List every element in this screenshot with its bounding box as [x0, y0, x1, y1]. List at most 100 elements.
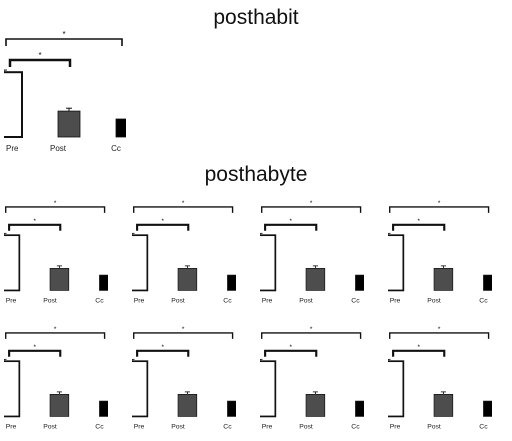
- x-tick-label: Pre: [134, 297, 145, 304]
- significance-bracket: [133, 332, 234, 339]
- significance-bracket: [8, 58, 72, 67]
- x-tick-label: Pre: [6, 144, 19, 153]
- significance-bracket: [8, 349, 62, 357]
- x-tick-label: Pre: [6, 297, 17, 304]
- significance-star: *: [54, 200, 57, 207]
- x-tick-label: Cc: [351, 297, 360, 304]
- x-tick-label: Pre: [390, 297, 401, 304]
- chart-panel: * * Pre Post Cc: [260, 200, 364, 304]
- chart-panel: * * Pre Post Cc: [4, 30, 126, 153]
- x-tick-label: Pre: [134, 423, 145, 430]
- significance-star: *: [33, 218, 36, 225]
- significance-star: *: [182, 200, 185, 207]
- x-tick-label: Cc: [95, 423, 104, 430]
- significance-star: *: [182, 326, 185, 333]
- bar: [132, 360, 149, 418]
- significance-bracket: [5, 332, 106, 339]
- significance-star: *: [33, 344, 36, 351]
- significance-bracket: [389, 206, 490, 213]
- significance-bracket: [5, 206, 106, 213]
- chart-panel: * * Pre Post Cc: [132, 326, 236, 430]
- bar: [388, 234, 405, 292]
- x-tick-label: Post: [427, 297, 441, 304]
- bar: [305, 267, 326, 291]
- bar: [4, 71, 23, 139]
- significance-star: *: [54, 326, 57, 333]
- significance-star: *: [310, 200, 313, 207]
- significance-bracket: [136, 349, 190, 357]
- bar: [483, 400, 492, 417]
- significance-bracket: [389, 332, 490, 339]
- x-tick-label: Post: [427, 423, 441, 430]
- x-tick-label: Cc: [95, 297, 104, 304]
- chart-panel: * * Pre Post Cc: [132, 200, 236, 304]
- significance-star: *: [417, 218, 420, 225]
- bar: [483, 274, 492, 291]
- x-tick-label: Post: [43, 297, 57, 304]
- significance-bracket: [264, 223, 318, 231]
- bar: [388, 360, 405, 418]
- bar: [177, 267, 198, 291]
- x-tick-label: Post: [299, 423, 313, 430]
- bar: [433, 393, 454, 417]
- x-tick-label: Cc: [223, 423, 232, 430]
- significance-star: *: [417, 344, 420, 351]
- bar: [227, 274, 236, 291]
- bar: [355, 274, 364, 291]
- bar: [99, 400, 108, 417]
- x-tick-label: Post: [171, 297, 185, 304]
- bar: [227, 400, 236, 417]
- bar: [4, 234, 21, 292]
- chart-panel: * * Pre Post Cc: [388, 326, 492, 430]
- significance-star: *: [161, 344, 164, 351]
- significance-bracket: [392, 349, 446, 357]
- x-tick-label: Post: [171, 423, 185, 430]
- bar: [305, 393, 326, 417]
- x-tick-label: Cc: [223, 297, 232, 304]
- bar: [57, 110, 81, 138]
- significance-bracket: [392, 223, 446, 231]
- significance-star: *: [289, 218, 292, 225]
- x-tick-label: Pre: [262, 423, 273, 430]
- chart-title-posthabyte: posthabyte: [204, 163, 308, 186]
- bar: [49, 393, 70, 417]
- x-tick-label: Pre: [390, 423, 401, 430]
- bar: [433, 267, 454, 291]
- x-tick-label: Cc: [351, 423, 360, 430]
- x-tick-label: Cc: [479, 297, 488, 304]
- x-tick-label: Cc: [479, 423, 488, 430]
- significance-bracket: [261, 332, 362, 339]
- bar: [355, 400, 364, 417]
- chart-panel: * * Pre Post Cc: [4, 200, 108, 304]
- bar: [177, 393, 198, 417]
- chart-panel: * * Pre Post Cc: [260, 326, 364, 430]
- significance-star: *: [438, 200, 441, 207]
- significance-bracket: [264, 349, 318, 357]
- significance-star: *: [310, 326, 313, 333]
- significance-bracket: [133, 206, 234, 213]
- x-tick-label: Pre: [6, 423, 17, 430]
- significance-bracket: [136, 223, 190, 231]
- bar: [115, 118, 126, 138]
- significance-star: *: [38, 51, 41, 60]
- significance-star: *: [62, 30, 65, 39]
- significance-star: *: [161, 218, 164, 225]
- bar: [99, 274, 108, 291]
- x-tick-label: Post: [50, 144, 67, 153]
- bar: [4, 360, 21, 418]
- chart-panel: * * Pre Post Cc: [4, 326, 108, 430]
- bar: [260, 234, 277, 292]
- x-tick-label: Post: [43, 423, 57, 430]
- chart-title-posthabit: posthabit: [213, 6, 299, 29]
- bar: [132, 234, 149, 292]
- significance-bracket: [261, 206, 362, 213]
- significance-star: *: [289, 344, 292, 351]
- significance-bracket: [8, 223, 62, 231]
- x-tick-label: Post: [299, 297, 313, 304]
- significance-bracket: [5, 38, 123, 46]
- x-tick-label: Cc: [111, 144, 121, 153]
- bar: [260, 360, 277, 418]
- bar: [49, 267, 70, 291]
- chart-panel: * * Pre Post Cc: [388, 200, 492, 304]
- x-tick-label: Pre: [262, 297, 273, 304]
